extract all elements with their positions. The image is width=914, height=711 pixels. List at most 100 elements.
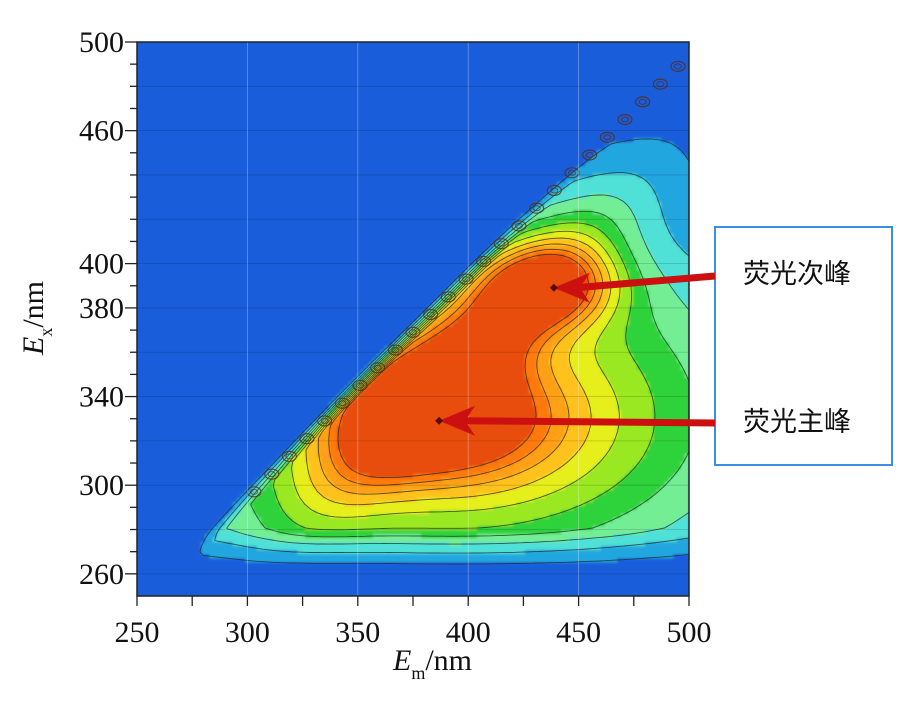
contour-cell (569, 414, 594, 419)
contour-cell (381, 358, 386, 363)
contour-cell (261, 478, 266, 483)
contour-cell (241, 502, 246, 507)
contour-cell (269, 482, 274, 487)
contour-cell (229, 510, 234, 515)
contour-cell (601, 254, 610, 259)
contour-cell (549, 410, 570, 415)
scatter-ripple-inner (391, 347, 400, 354)
scatter-ripple (635, 96, 651, 108)
contour-cell (585, 294, 594, 299)
contour-cell (485, 462, 514, 467)
contour-cell (457, 318, 562, 323)
contour-cell (617, 482, 666, 487)
contour-cell (261, 482, 270, 487)
contour-cell (253, 482, 258, 487)
contour-cell (645, 374, 686, 379)
contour-cell (633, 358, 678, 363)
contour-cell (597, 358, 634, 363)
contour-cell (457, 298, 466, 303)
contour-cell (545, 342, 558, 347)
contour-cell (617, 274, 630, 279)
contour-cell (569, 410, 590, 415)
scatter-ripple (281, 450, 297, 462)
contour-cell (625, 330, 662, 335)
contour-cell (485, 286, 590, 291)
contour-cell (457, 282, 462, 287)
peak-arrow-head (553, 272, 590, 303)
contour-cell (269, 466, 274, 471)
contour-cell (413, 322, 418, 327)
contour-cell (593, 154, 686, 159)
contour-cell (429, 306, 434, 311)
contour-cell (653, 438, 689, 443)
contour-cell (445, 294, 450, 299)
contour-cell (573, 506, 638, 511)
contour-cell (385, 366, 526, 371)
contour-cell (545, 438, 562, 443)
contour-cell (289, 514, 330, 519)
contour-cell (321, 494, 478, 499)
contour-cell (457, 310, 466, 315)
contour-cell (429, 322, 442, 327)
contour-cell (629, 310, 654, 315)
contour-cell (585, 298, 594, 303)
contour-cell (577, 306, 586, 311)
contour-cell (637, 218, 666, 223)
contour-cell (669, 478, 689, 483)
contour-cell (593, 174, 638, 179)
contour-cell (605, 302, 618, 307)
contour-cell (561, 530, 646, 535)
contour-cell (569, 538, 678, 543)
contour-cell (397, 338, 402, 343)
contour-cell (617, 426, 654, 431)
contour-cell (233, 502, 242, 507)
contour-cell (577, 374, 606, 379)
contour-cell (533, 342, 546, 347)
contour-cell (293, 470, 310, 475)
contour-cell (549, 514, 622, 519)
x-tick-label: 500 (667, 616, 712, 649)
contour-cell (329, 442, 338, 447)
contour-cell (641, 274, 666, 279)
contour-cell (553, 202, 626, 207)
contour-cell (653, 434, 689, 439)
contour-cell (569, 322, 582, 327)
contour-cell (529, 378, 542, 383)
contour-cell (569, 198, 622, 203)
contour-cell (573, 370, 602, 375)
y-tick-label: 500 (79, 26, 124, 59)
contour-cell (593, 210, 634, 215)
contour-cell (517, 446, 538, 451)
contour-cell (433, 306, 438, 311)
contour-cell (329, 430, 338, 435)
contour-cell (613, 386, 650, 391)
contour-cell (329, 450, 342, 455)
contour-cell (545, 434, 566, 439)
contour-cell (421, 342, 534, 347)
contour-cell (525, 366, 538, 371)
contour-cell (409, 326, 414, 331)
scatter-ripple (652, 78, 668, 90)
contour-cell (205, 534, 218, 539)
contour-cell (561, 390, 586, 395)
contour-cell (317, 426, 322, 431)
contour-cell (665, 218, 689, 223)
contour-cell (369, 514, 550, 519)
contour-cell (273, 466, 278, 471)
contour-cell (645, 378, 689, 383)
contour-cell (573, 170, 689, 175)
contour-cell (601, 242, 614, 247)
contour-cell (401, 334, 406, 339)
contour-cell (589, 234, 606, 239)
contour-cell (301, 438, 306, 443)
contour-cell (281, 470, 294, 475)
contour-cell (613, 442, 650, 447)
contour-cell (637, 222, 666, 227)
contour-cell (341, 454, 506, 459)
contour-cell (341, 414, 538, 419)
y-axis-title-sub: x (36, 328, 56, 337)
contour-cell (637, 462, 682, 467)
contour-cell (665, 338, 689, 343)
contour-cell (585, 258, 594, 263)
contour-cell (405, 330, 410, 335)
